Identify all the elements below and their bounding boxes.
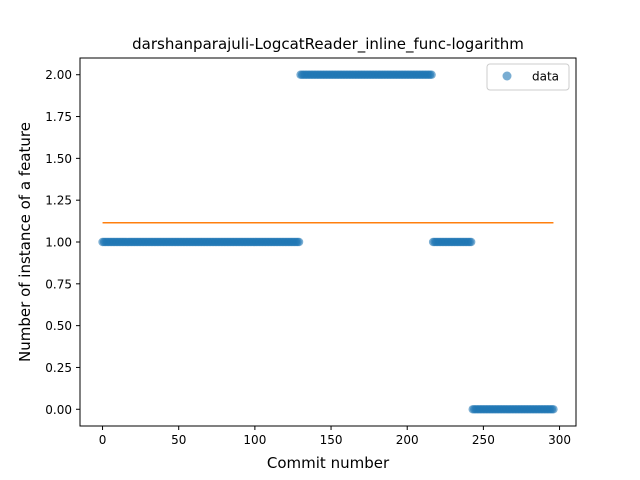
legend: data bbox=[486, 63, 570, 91]
x-tick-label: 100 bbox=[243, 433, 266, 447]
y-axis-label: Number of instance of a feature bbox=[16, 122, 34, 362]
x-axis-label: Commit number bbox=[267, 454, 390, 472]
y-tick-label: 2.00 bbox=[45, 68, 72, 82]
legend-label-data: data bbox=[532, 70, 559, 84]
y-axis: 0.00 0.25 0.50 0.75 1.00 1.25 1.50 1.75 2.00 bbox=[45, 68, 80, 417]
y-tick-label: 1.50 bbox=[45, 152, 72, 166]
y-tick-label: 1.00 bbox=[45, 236, 72, 250]
y-tick-label: 1.25 bbox=[45, 194, 72, 208]
x-tick-label: 250 bbox=[472, 433, 495, 447]
scatter-point bbox=[294, 237, 304, 247]
y-tick-label: 0.00 bbox=[45, 403, 72, 417]
scatter-point bbox=[549, 405, 558, 414]
legend-box bbox=[486, 63, 570, 91]
y-tick-label: 0.50 bbox=[45, 319, 72, 333]
chart-title: darshanparajuli-LogcatReader_inline_func… bbox=[132, 35, 524, 54]
x-tick-label: 200 bbox=[396, 433, 419, 447]
x-tick-label: 150 bbox=[320, 433, 343, 447]
x-tick-label: 300 bbox=[548, 433, 571, 447]
scatter-point bbox=[466, 237, 476, 247]
y-tick-label: 0.25 bbox=[45, 361, 72, 375]
y-tick-label: 1.75 bbox=[45, 110, 72, 124]
x-axis: 0 50 100 150 200 250 300 bbox=[99, 426, 571, 447]
legend-marker-data bbox=[502, 71, 512, 81]
plot-area bbox=[79, 57, 577, 427]
x-tick-label: 50 bbox=[171, 433, 186, 447]
y-tick-label: 0.75 bbox=[45, 277, 72, 291]
scatter-point bbox=[427, 70, 436, 79]
x-tick-label: 0 bbox=[99, 433, 107, 447]
